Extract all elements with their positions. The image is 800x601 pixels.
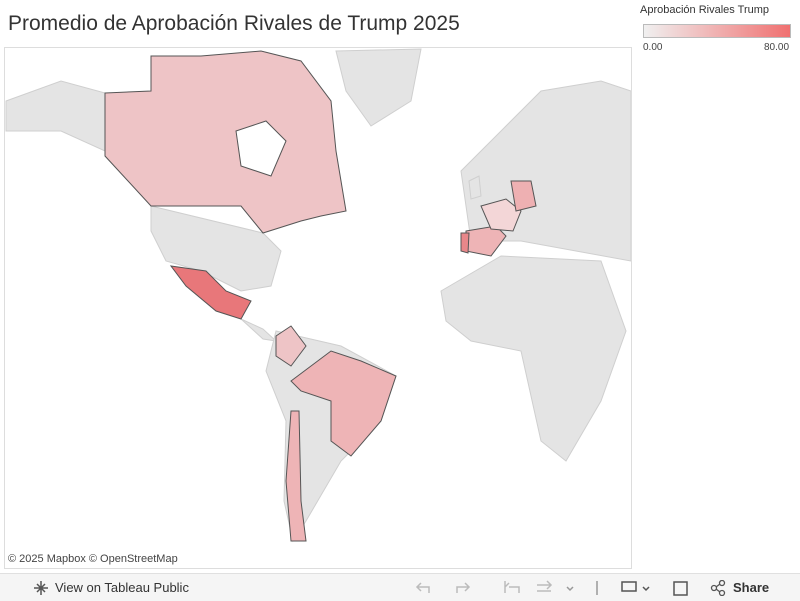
legend-title: Aprobación Rivales Trump bbox=[640, 4, 770, 16]
legend-min-label: 0.00 bbox=[643, 42, 663, 53]
share-icon[interactable] bbox=[710, 580, 726, 596]
title: Promedio de Aprobación Rivales de Trump … bbox=[8, 12, 460, 35]
legend-max-label: 80.00 bbox=[764, 42, 790, 53]
toolbar: View on Tableau Public Share bbox=[0, 573, 800, 601]
highlighted-countries bbox=[104, 50, 537, 542]
map bbox=[4, 47, 632, 569]
toolbar-icons bbox=[415, 580, 688, 596]
map-attribution: © 2025 Mapbox © OpenStreetMap bbox=[8, 553, 178, 565]
view-link[interactable]: View on Tableau Public bbox=[55, 580, 189, 595]
share-button[interactable]: Share bbox=[733, 580, 770, 595]
legend-gradient bbox=[643, 24, 791, 38]
tableau-icon bbox=[34, 581, 48, 595]
